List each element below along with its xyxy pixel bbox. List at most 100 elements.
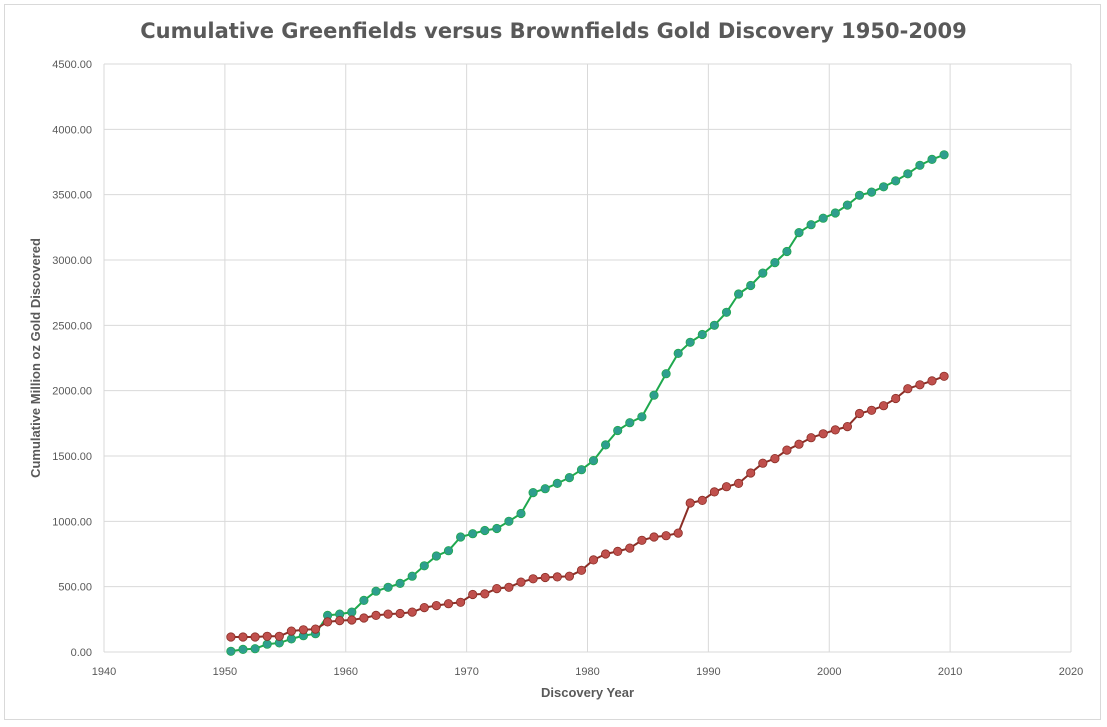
- tick-labels: 0.00 500.00 1000.00 1500.00 2000.00 2500.00 30…: [52, 59, 1083, 678]
- series-1-point: [443, 546, 454, 556]
- series-1-point: [431, 551, 441, 561]
- series-1-point: [685, 337, 695, 347]
- series-1-point: [625, 418, 635, 428]
- series-1-point: [492, 523, 502, 534]
- x-tick-label: 1950: [213, 666, 237, 678]
- series-2-point: [480, 589, 490, 599]
- gridlines: [103, 63, 1072, 653]
- series-2: [226, 371, 949, 642]
- series-2-point: [274, 631, 284, 641]
- series-2-point: [383, 609, 393, 619]
- series-2-point: [939, 371, 949, 381]
- series-1-point: [878, 182, 889, 192]
- series-2-point: [492, 583, 502, 594]
- series-group: [226, 150, 949, 656]
- series-2-point: [649, 532, 659, 542]
- chart-frame: [4, 4, 1101, 720]
- y-tick-label: 4500.00: [52, 59, 92, 71]
- series-2-point: [794, 439, 804, 449]
- y-tick-label: 2500.00: [52, 320, 92, 332]
- series-1-point: [395, 578, 405, 589]
- series-1-point: [576, 465, 587, 475]
- series-2-point: [395, 608, 405, 619]
- series-1-point: [613, 425, 623, 436]
- series-1-point: [238, 644, 248, 655]
- series-2-point: [685, 498, 695, 508]
- series-2-point: [238, 632, 248, 642]
- series-1-point: [782, 246, 792, 257]
- series-1-point: [419, 561, 429, 571]
- y-tick-label: 0.00: [71, 647, 92, 659]
- y-tick-label: 500.00: [58, 582, 92, 594]
- series-1-point: [927, 154, 937, 164]
- series-2-point: [770, 453, 780, 464]
- series-2-point: [528, 574, 538, 584]
- x-axis-title: Discovery Year: [541, 685, 634, 700]
- series-2-point: [262, 631, 272, 641]
- series-1-point: [794, 228, 804, 238]
- series-2-point: [371, 610, 381, 621]
- series-1-point: [637, 412, 647, 422]
- series-1-point: [407, 571, 417, 581]
- series-1-point: [528, 487, 538, 498]
- series-1-point: [709, 320, 720, 330]
- x-tick-label: 1990: [696, 666, 720, 678]
- series-2-point: [540, 572, 550, 583]
- series-1-point: [939, 150, 949, 160]
- series-2-point: [552, 572, 562, 582]
- series-2-point: [431, 600, 441, 611]
- y-tick-label: 3500.00: [52, 190, 92, 202]
- series-1-point: [697, 329, 707, 340]
- series-2-point: [588, 555, 599, 565]
- series-1-point: [564, 472, 575, 483]
- x-tick-label: 2000: [817, 666, 841, 678]
- series-2-point: [915, 380, 925, 390]
- series-1-point: [359, 595, 369, 606]
- series-2-point: [782, 445, 792, 455]
- series-2-point: [600, 549, 611, 559]
- series-1-point: [516, 508, 526, 519]
- series-2-point: [758, 458, 768, 468]
- series-1-point: [854, 190, 865, 200]
- series-1-point: [866, 187, 877, 197]
- series-2-point: [298, 625, 308, 635]
- series-1-point: [770, 257, 780, 268]
- series-1-point: [903, 169, 913, 179]
- series-1-point: [250, 644, 260, 654]
- series-2-point: [721, 482, 732, 492]
- series-2-point: [226, 632, 236, 642]
- series-2-point: [709, 487, 720, 497]
- series-1: [226, 150, 949, 656]
- series-1-point: [552, 478, 562, 488]
- x-tick-label: 2020: [1059, 666, 1083, 678]
- series-1-point: [649, 390, 659, 400]
- series-1-point: [733, 289, 744, 299]
- series-1-point: [226, 646, 236, 656]
- series-1-point: [891, 176, 901, 186]
- series-1-point: [468, 529, 478, 539]
- series-1-point: [383, 582, 393, 592]
- series-2-point: [866, 405, 877, 415]
- series-2-point: [504, 582, 514, 592]
- series-2-point: [322, 617, 333, 627]
- x-tick-label: 1940: [92, 666, 116, 678]
- x-tick-label: 1980: [575, 666, 599, 678]
- series-2-point: [335, 615, 345, 626]
- y-axis-title: Cumulative Million oz Gold Discovered: [28, 238, 43, 478]
- series-2-point: [443, 599, 454, 609]
- series-2-point: [697, 495, 707, 505]
- series-2-point: [842, 421, 853, 432]
- series-2-point: [661, 531, 671, 541]
- series-2-point: [830, 425, 840, 435]
- series-2-point: [854, 408, 865, 419]
- series-1-point: [286, 634, 296, 644]
- series-2-point: [891, 393, 901, 404]
- series-2-point: [637, 535, 647, 545]
- series-1-point: [347, 607, 357, 617]
- series-1-point: [588, 455, 599, 466]
- series-2-point: [818, 429, 828, 439]
- series-1-point: [806, 220, 816, 230]
- series-1-point: [661, 369, 671, 379]
